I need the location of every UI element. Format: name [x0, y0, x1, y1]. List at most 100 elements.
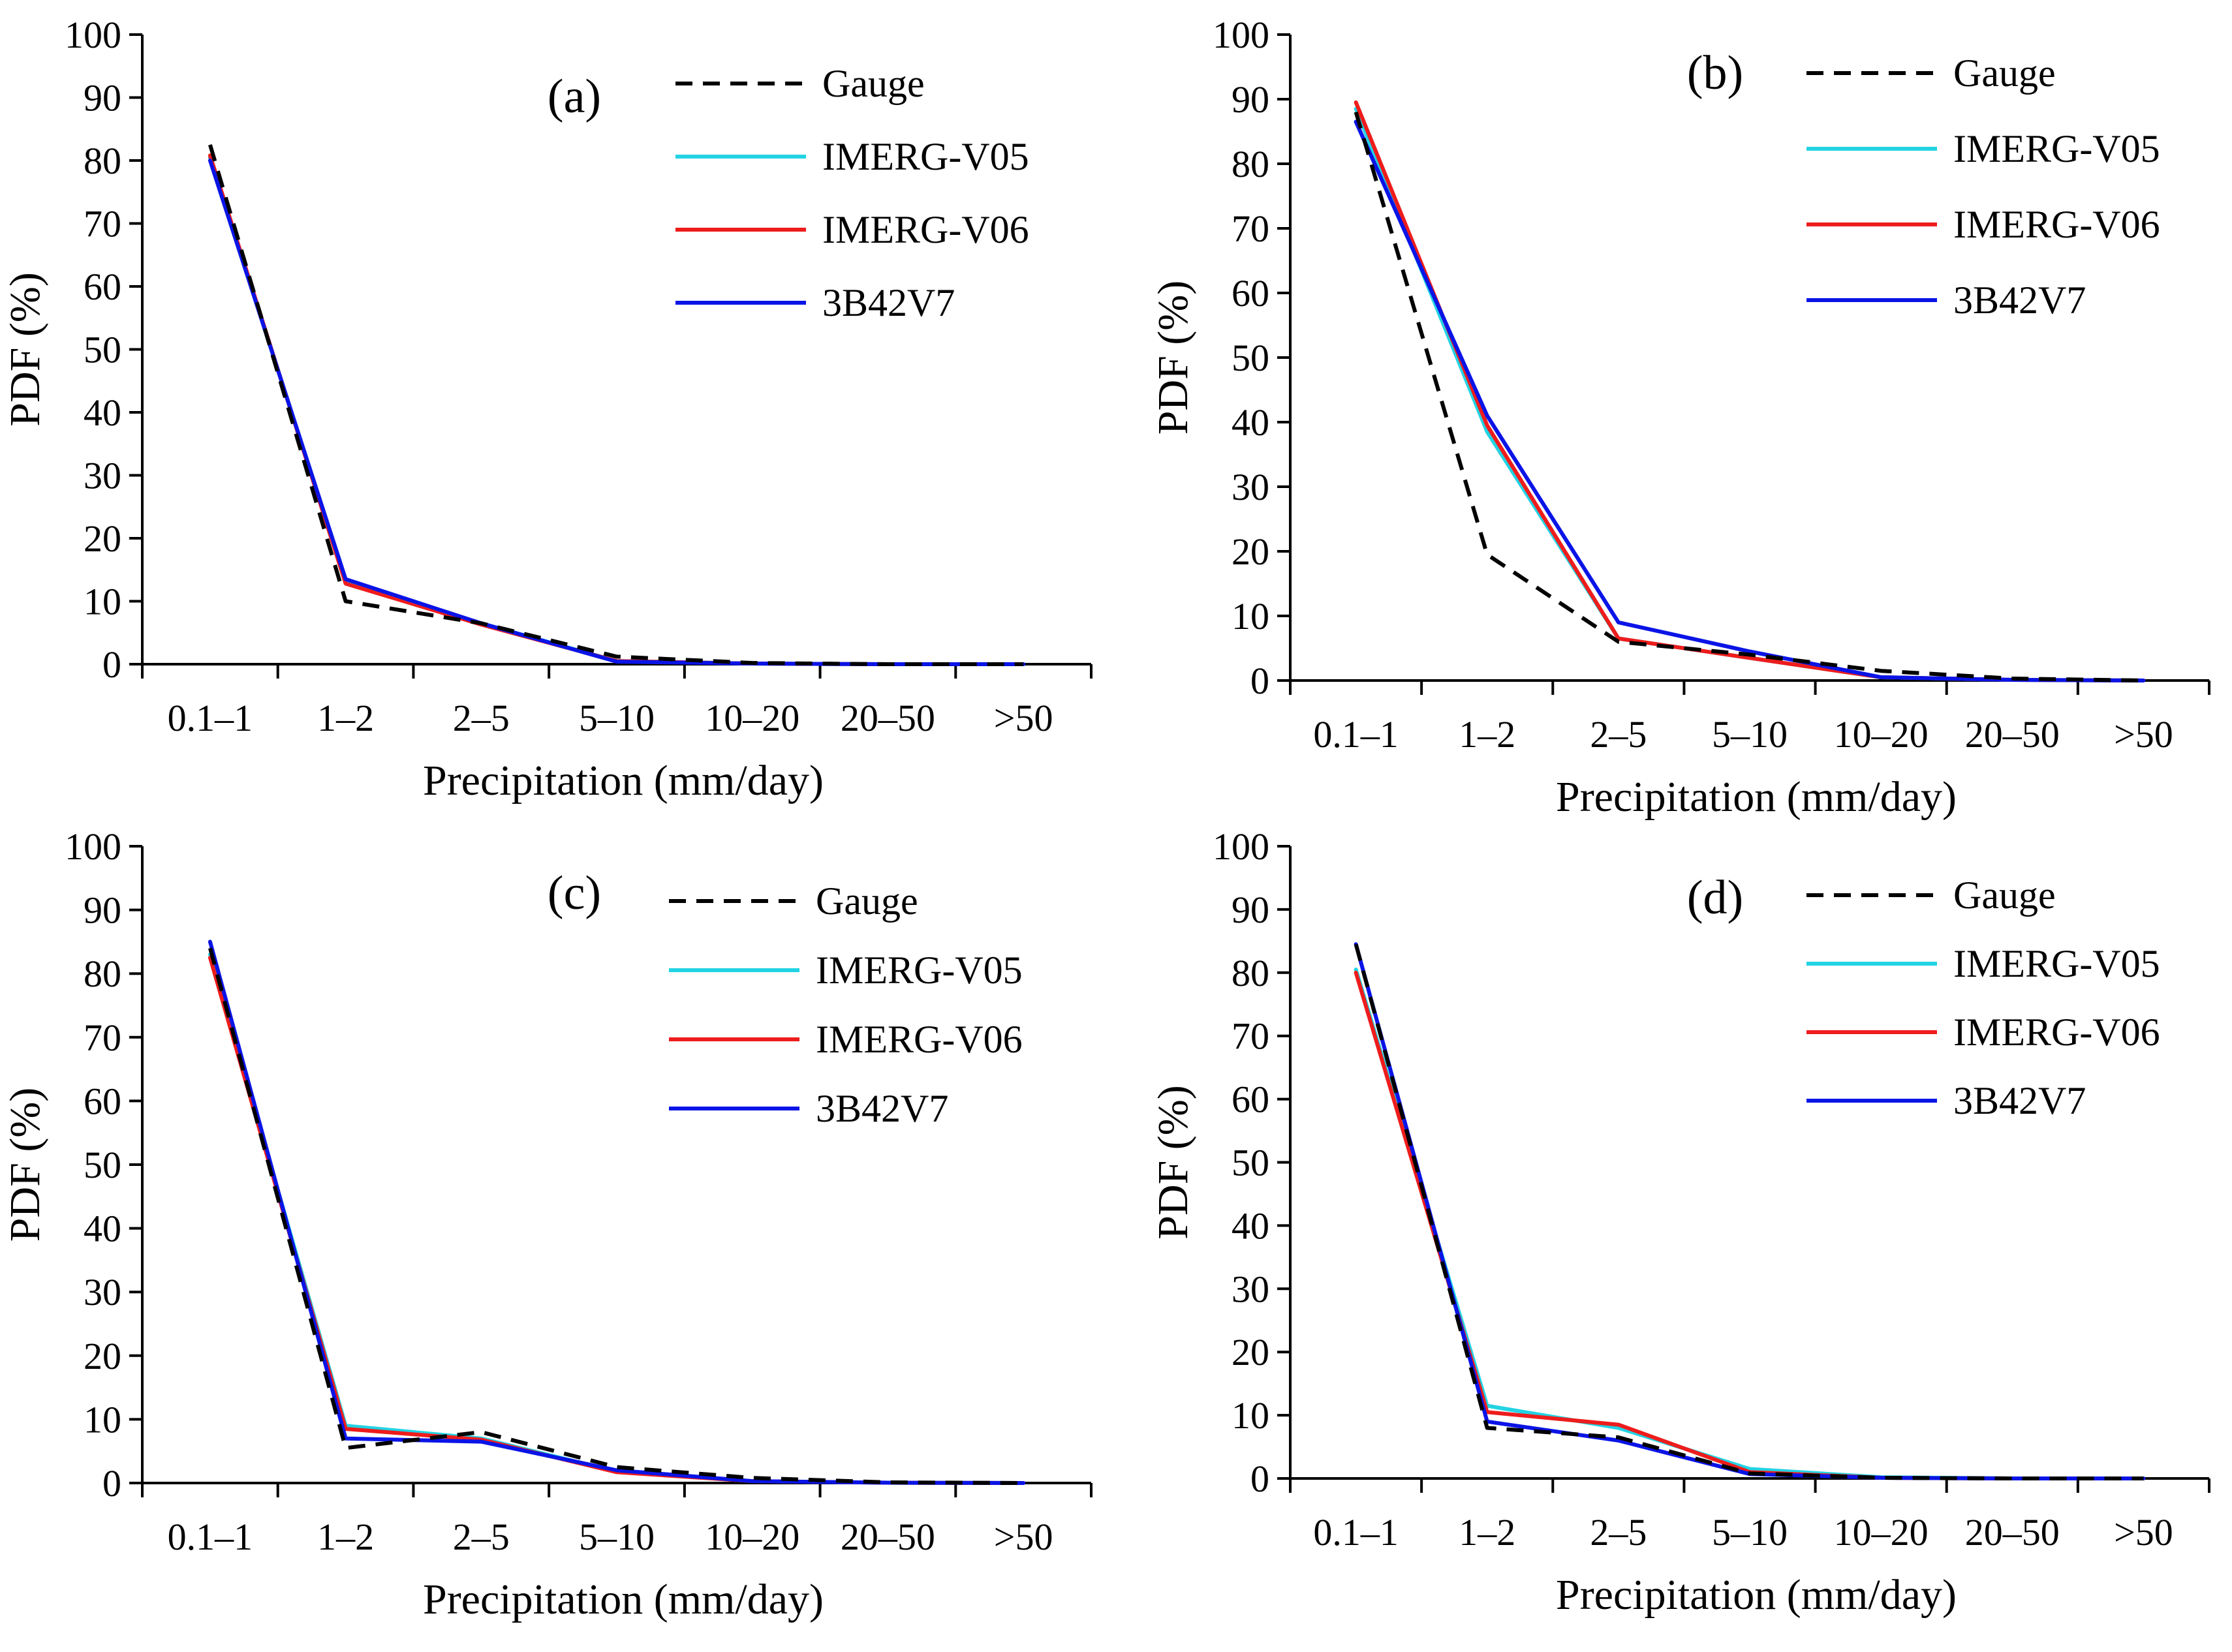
legend-label-gauge: Gauge — [1953, 874, 2056, 917]
x-tick-label: 5–10 — [1712, 1511, 1788, 1553]
y-tick-label: 10 — [1232, 1394, 1269, 1437]
x-tick-label: 1–2 — [317, 697, 374, 739]
y-tick-label: 0 — [102, 643, 121, 686]
y-tick-label: 20 — [1232, 530, 1269, 573]
y-tick-label: 60 — [84, 266, 121, 308]
legend-label-gauge: Gauge — [822, 62, 925, 105]
x-tick-label: 2–5 — [453, 1516, 510, 1558]
series-line-gauge — [1354, 943, 2144, 1480]
y-tick-label: 100 — [65, 14, 121, 56]
x-tick-label: >50 — [994, 697, 1053, 739]
x-tick-label: 0.1–1 — [1313, 1511, 1399, 1553]
y-tick-label: 10 — [84, 581, 121, 623]
legend-label-imerg-v06: IMERG-V06 — [816, 1018, 1023, 1061]
x-tick-label: 10–20 — [705, 697, 799, 739]
x-tick-label: >50 — [2114, 1511, 2173, 1553]
y-axis-title: PDF (%) — [1149, 1085, 1197, 1240]
y-tick-label: 70 — [1232, 1015, 1269, 1058]
x-tick-label: 1–2 — [1459, 1511, 1515, 1553]
y-tick-label: 40 — [1232, 401, 1269, 444]
legend-label-imerg-v05: IMERG-V05 — [822, 135, 1029, 178]
y-tick-label: 80 — [84, 953, 121, 995]
series-line-3b42v7 — [208, 940, 1026, 1485]
y-tick-label: 100 — [1213, 825, 1269, 868]
x-axis-title: Precipitation (mm/day) — [423, 1576, 824, 1623]
x-axis-title: Precipitation (mm/day) — [1556, 773, 1957, 821]
panel-label: (d) — [1687, 871, 1743, 925]
x-tick-label: 20–50 — [841, 1516, 935, 1558]
x-tick-label: 10–20 — [1834, 713, 1929, 756]
y-tick-label: 30 — [84, 455, 121, 497]
y-tick-label: 20 — [84, 1335, 121, 1377]
x-axis-title: Precipitation (mm/day) — [1556, 1571, 1957, 1619]
x-tick-label: 1–2 — [317, 1516, 374, 1558]
y-tick-label: 40 — [84, 1208, 121, 1250]
panel-label: (b) — [1687, 46, 1743, 100]
y-axis-title: PDF (%) — [1, 272, 49, 427]
y-tick-label: 90 — [1232, 889, 1269, 931]
y-tick-label: 80 — [1232, 143, 1269, 185]
series-line-gauge — [1354, 111, 2144, 682]
x-tick-label: 1–2 — [1459, 713, 1515, 756]
y-tick-label: 20 — [84, 517, 121, 560]
x-tick-label: >50 — [994, 1516, 1053, 1558]
panel-d: 0 10 20 30 40 50 60 70 80 90 100 0.1–1 1–2 2–5 5–10 10… — [1149, 825, 2210, 1619]
legend-label-imerg-v05: IMERG-V05 — [1953, 127, 2160, 170]
y-tick-label: 0 — [1250, 660, 1269, 702]
y-tick-label: 60 — [1232, 272, 1269, 314]
x-axis-title: Precipitation (mm/day) — [423, 757, 824, 804]
y-tick-label: 100 — [1213, 14, 1269, 56]
y-tick-label: 70 — [1232, 207, 1269, 250]
x-tick-label: 2–5 — [453, 697, 510, 739]
x-tick-label: 0.1–1 — [1313, 713, 1399, 756]
y-tick-label: 50 — [84, 329, 121, 371]
x-tick-label: 0.1–1 — [168, 697, 253, 739]
legend: Gauge IMERG-V05 IMERG-V06 3B42V7 — [675, 62, 1029, 324]
legend: Gauge IMERG-V05 IMERG-V06 3B42V7 — [1806, 52, 2160, 322]
y-tick-label: 90 — [84, 889, 121, 932]
series-line-gauge — [208, 144, 1024, 666]
y-tick-label: 30 — [84, 1271, 121, 1313]
y-tick-label: 10 — [1232, 595, 1269, 637]
legend: Gauge IMERG-V05 IMERG-V06 3B42V7 — [1806, 874, 2160, 1122]
y-tick-label: 70 — [84, 1017, 121, 1059]
x-tick-label: 10–20 — [705, 1516, 799, 1558]
legend-label-3b42v7: 3B42V7 — [1953, 279, 2086, 322]
legend-label-gauge: Gauge — [1953, 52, 2056, 95]
x-tick-label: 5–10 — [1712, 713, 1788, 756]
y-tick-label: 60 — [84, 1080, 121, 1122]
y-tick-label: 50 — [84, 1144, 121, 1186]
y-tick-label: 80 — [1232, 952, 1269, 994]
y-tick-label: 80 — [84, 140, 121, 182]
y-axis-title: PDF (%) — [1149, 281, 1197, 435]
x-tick-label: >50 — [2114, 713, 2173, 756]
legend-label-imerg-v06: IMERG-V06 — [1953, 1011, 2160, 1054]
series-line-imerg-v06 — [1354, 100, 2146, 682]
panel-c: 0 10 20 30 40 50 60 70 80 90 100 0.1–1 1–2 2–5 5–10 10… — [1, 825, 1093, 1623]
y-tick-label: 90 — [84, 77, 121, 119]
y-tick-label: 0 — [102, 1462, 121, 1505]
legend-label-imerg-v05: IMERG-V05 — [1953, 942, 2160, 985]
legend-label-imerg-v05: IMERG-V05 — [816, 949, 1023, 992]
x-tick-label: 2–5 — [1590, 713, 1647, 756]
panel-b: 0 10 20 30 40 50 60 70 80 90 100 0.1–1 1–2 2–5 5–10 10… — [1149, 14, 2210, 821]
y-tick-label: 0 — [1250, 1458, 1269, 1500]
legend-label-3b42v7: 3B42V7 — [822, 281, 955, 324]
panel-label: (a) — [548, 70, 601, 123]
x-tick-label: 0.1–1 — [168, 1516, 253, 1558]
panel-label: (c) — [548, 866, 601, 920]
legend: Gauge IMERG-V05 IMERG-V06 3B42V7 — [669, 880, 1023, 1130]
y-tick-label: 50 — [1232, 1142, 1269, 1184]
x-tick-label: 20–50 — [841, 697, 935, 739]
x-tick-label: 20–50 — [1965, 1511, 2060, 1553]
legend-label-3b42v7: 3B42V7 — [816, 1087, 948, 1130]
panel-a: 0 10 20 30 40 50 60 70 80 90 100 0.1–1 1–2 2–5 5–10 10… — [1, 14, 1093, 804]
x-tick-label: 5–10 — [579, 1516, 655, 1558]
y-tick-label: 100 — [65, 825, 121, 868]
x-tick-label: 2–5 — [1590, 1511, 1647, 1553]
legend-label-imerg-v06: IMERG-V06 — [822, 208, 1029, 251]
legend-label-3b42v7: 3B42V7 — [1953, 1079, 2086, 1122]
y-tick-label: 90 — [1232, 78, 1269, 121]
y-tick-label: 50 — [1232, 337, 1269, 379]
